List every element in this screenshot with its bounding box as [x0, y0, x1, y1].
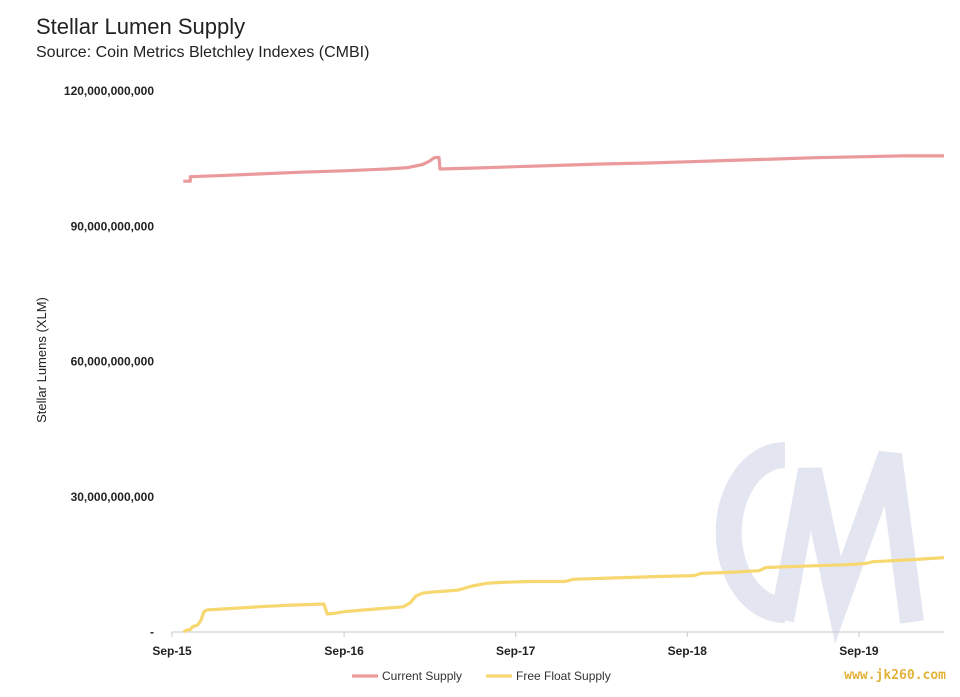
- chart-subtitle: Source: Coin Metrics Bletchley Indexes (…: [36, 44, 370, 61]
- site-watermark: www.jk260.com: [844, 668, 946, 683]
- legend: Current Supply Free Float Supply: [352, 669, 611, 683]
- y-tick-label: 90,000,000,000: [71, 219, 155, 233]
- x-tick-label: Sep-15: [152, 644, 192, 658]
- x-tick-label: Sep-19: [839, 644, 879, 658]
- x-tick-label: Sep-16: [324, 644, 364, 658]
- series-layer: [182, 154, 945, 634]
- x-tick-label: Sep-18: [668, 644, 708, 658]
- cm-watermark-logo: [715, 442, 924, 644]
- chart-title: Stellar Lumen Supply: [36, 14, 246, 39]
- y-axis-label: Stellar Lumens (XLM): [34, 297, 49, 423]
- series-line-current-supply: [183, 154, 944, 183]
- legend-label: Free Float Supply: [516, 669, 611, 683]
- series-line-free-float-supply: [182, 556, 945, 634]
- y-tick-label: 60,000,000,000: [71, 355, 155, 369]
- y-tick-label: -: [150, 625, 154, 639]
- y-axis: - 30,000,000,000 60,000,000,000 90,000,000,…: [64, 84, 154, 639]
- x-axis: Sep-15 Sep-16 Sep-17 Sep-18 Sep-19: [152, 631, 944, 658]
- x-tick-label: Sep-17: [496, 644, 536, 658]
- legend-label: Current Supply: [382, 669, 462, 683]
- y-tick-label: 120,000,000,000: [64, 84, 154, 98]
- y-tick-label: 30,000,000,000: [71, 490, 155, 504]
